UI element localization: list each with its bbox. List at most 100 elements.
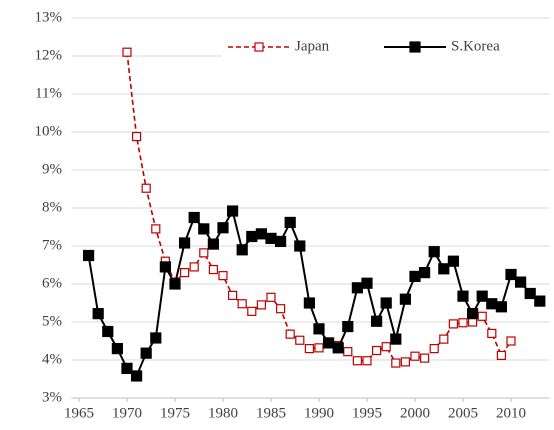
marker [390,333,402,345]
marker [476,290,488,302]
x-tick-label: 1965 [64,405,94,421]
marker [255,228,267,240]
marker [458,318,468,328]
x-tick-label: 1975 [160,405,190,421]
y-tick-label: 7% [42,237,62,253]
marker [82,249,95,262]
marker [342,320,354,333]
marker [495,301,507,313]
marker [265,232,277,244]
marker [400,357,410,367]
y-tick-label: 4% [42,351,62,367]
marker [102,325,114,338]
marker [131,131,142,142]
marker [370,315,383,327]
y-tick-label: 9% [42,161,62,177]
marker [130,370,143,382]
marker [188,211,200,224]
x-tick-label: 1970 [112,405,142,421]
marker [418,267,431,279]
series-line [87,208,541,378]
marker [429,344,439,354]
marker [92,308,104,320]
marker [457,290,469,302]
y-tick-label: 10% [35,123,63,139]
marker [246,230,258,243]
marker [466,308,479,320]
marker [399,293,411,305]
x-tick-label: 1990 [304,405,334,421]
marker [448,319,458,329]
marker [352,356,362,366]
marker [362,356,372,366]
marker [428,246,440,258]
marker [121,362,133,374]
legend-marker [254,42,264,52]
marker [150,332,162,344]
marker [295,335,305,345]
y-tick-label: 5% [42,313,62,329]
legend-label: S.Korea [451,38,500,54]
marker [227,290,238,300]
marker [208,264,218,275]
marker [524,287,536,300]
marker [343,347,353,357]
marker [371,345,382,356]
marker [151,224,161,234]
y-tick-label: 13% [35,9,63,25]
marker [198,223,210,235]
marker [496,350,506,361]
marker [178,237,191,249]
marker [391,358,401,368]
marker [179,268,190,278]
marker [207,238,219,250]
marker [122,47,132,57]
marker [322,337,335,349]
x-tick-label: 2005 [448,405,478,421]
marker [361,277,373,289]
marker [189,262,199,272]
legend-marker [409,41,421,53]
marker [294,240,306,252]
marker [506,336,516,346]
marker [303,297,315,309]
legend-label: Japan [295,38,330,54]
marker [226,205,239,217]
marker [266,292,276,302]
x-tick-label: 2010 [496,405,526,421]
marker [313,323,325,335]
marker [505,268,517,281]
marker [169,278,181,290]
x-tick-label: 1985 [256,405,286,421]
marker [380,297,392,309]
marker [410,351,420,361]
y-tick-label: 11% [35,85,62,101]
marker [199,248,209,258]
x-tick-label: 1980 [208,405,238,421]
marker [274,235,287,248]
marker [514,276,527,288]
marker [439,334,449,344]
marker [314,343,324,353]
marker [256,300,266,310]
y-tick-label: 6% [42,275,62,291]
marker [111,343,123,355]
marker [159,261,171,273]
marker [351,282,363,294]
marker [419,353,430,363]
marker [487,328,497,338]
marker [218,271,228,281]
marker [217,222,229,234]
marker [486,298,498,310]
marker [447,255,459,267]
marker [285,329,295,339]
y-tick-label: 8% [42,199,62,215]
x-tick-label: 1995 [352,405,382,421]
marker [438,263,450,275]
marker [236,244,248,256]
marker [140,347,152,359]
marker [247,306,257,316]
marker [141,183,151,193]
marker [332,342,344,354]
